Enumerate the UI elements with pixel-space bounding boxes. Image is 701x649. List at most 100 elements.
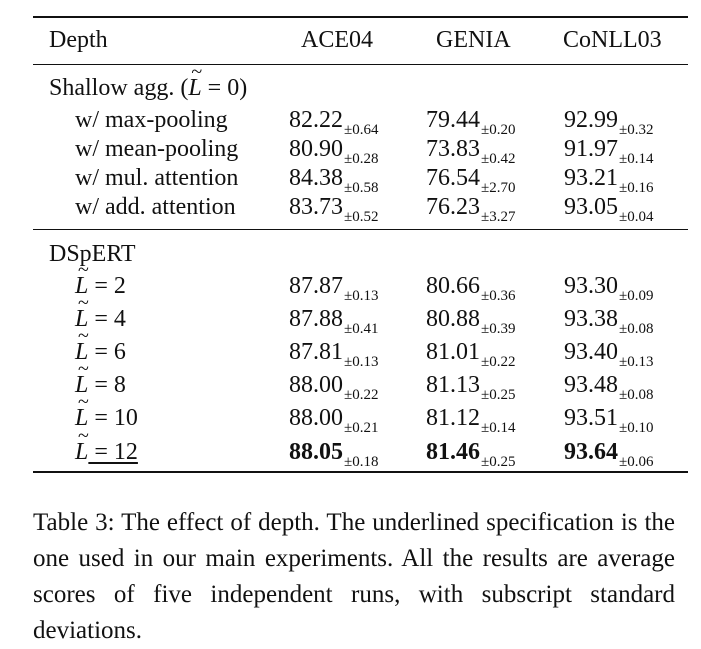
score-std: ±0.16	[619, 180, 654, 196]
row-label: w/ add. attention	[75, 194, 236, 220]
value-cell: 79.44±0.20	[426, 104, 515, 139]
group-title-shallow: Shallow agg. (L = 0)	[33, 56, 688, 104]
score-mean: 93.21	[564, 165, 618, 191]
value-cell: 93.64±0.06	[564, 436, 653, 471]
value-cell: 93.38±0.08	[564, 303, 653, 338]
score-std: ±0.14	[619, 151, 654, 167]
score-std: ±0.28	[344, 151, 379, 167]
score-std: ±0.36	[481, 288, 516, 304]
group-title-text: DSpERT	[49, 241, 136, 267]
table-row: w/ mean-pooling 80.90±0.28 73.83±0.42 91.97…	[33, 133, 688, 168]
score-std: ±0.06	[619, 454, 654, 470]
row-label-text: = 12	[88, 439, 138, 465]
value-cell: 87.81±0.13	[289, 336, 378, 371]
row-label: L = 12	[75, 420, 138, 468]
group-title-tail: = 0)	[201, 75, 248, 101]
score-std: ±0.08	[619, 387, 654, 403]
score-std: ±3.27	[481, 209, 516, 225]
score-mean: 88.00	[289, 372, 343, 398]
score-std: ±0.25	[481, 387, 516, 403]
table-row: w/ mul. attention 84.38±0.58 76.54±2.70 93.…	[33, 162, 688, 196]
score-mean: 81.01	[426, 339, 480, 365]
row-label: w/ mean-pooling	[75, 136, 239, 162]
score-mean: 93.38	[564, 306, 618, 332]
table-row: L = 10 88.00±0.21 81.12±0.14 93.51±0.10	[33, 386, 688, 437]
value-cell: 91.97±0.14	[564, 133, 653, 168]
score-std: ±0.32	[619, 122, 654, 138]
score-mean: 81.12	[426, 405, 480, 431]
col-header-genia: GENIA	[436, 27, 511, 53]
row-label-text: = 4	[88, 306, 126, 332]
value-cell: 73.83±0.42	[426, 133, 515, 168]
score-std: ±0.64	[344, 122, 379, 138]
score-mean: 79.44	[426, 107, 480, 133]
score-mean: 83.73	[289, 194, 343, 220]
score-std: ±0.18	[344, 454, 379, 470]
value-cell: 80.90±0.28	[289, 133, 378, 168]
group-title-text: Shallow agg. (	[49, 75, 189, 101]
col-header-conll03: CoNLL03	[563, 27, 662, 53]
score-mean: 87.81	[289, 339, 343, 365]
score-std: ±0.08	[619, 321, 654, 337]
table-row: w/ max-pooling 82.22±0.64 79.44±0.20 92.99±…	[33, 104, 688, 139]
table-caption: Table 3: The effect of depth. The underl…	[33, 509, 675, 644]
bottom-rule	[33, 471, 688, 473]
row-label: w/ mul. attention	[75, 165, 239, 191]
value-cell: 82.22±0.64	[289, 104, 378, 139]
value-cell: 92.99±0.32	[564, 104, 653, 139]
score-std: ±0.10	[619, 420, 654, 436]
l-tilde-symbol: L	[188, 56, 202, 104]
value-cell: 81.46±0.25	[426, 436, 515, 471]
l-tilde-symbol: L	[75, 420, 89, 468]
value-cell: 87.87±0.13	[289, 270, 378, 305]
score-mean: 76.54	[426, 165, 480, 191]
row-label-text: = 6	[88, 339, 126, 365]
value-cell: 81.13±0.25	[426, 369, 515, 404]
score-mean: 88.05	[289, 439, 343, 465]
col-header-depth: Depth	[49, 27, 108, 53]
score-mean: 81.46	[426, 439, 480, 465]
score-std: ±0.04	[619, 209, 654, 225]
score-std: ±0.41	[344, 321, 379, 337]
value-cell: 93.05±0.04	[564, 191, 653, 226]
score-mean: 93.48	[564, 372, 618, 398]
score-std: ±0.52	[344, 209, 379, 225]
score-mean: 91.97	[564, 136, 618, 162]
score-mean: 93.40	[564, 339, 618, 365]
score-mean: 93.05	[564, 194, 618, 220]
score-mean: 80.66	[426, 273, 480, 299]
score-mean: 73.83	[426, 136, 480, 162]
score-mean: 81.13	[426, 372, 480, 398]
score-mean: 76.23	[426, 194, 480, 220]
value-cell: 93.40±0.13	[564, 336, 653, 371]
score-mean: 80.90	[289, 136, 343, 162]
score-mean: 93.51	[564, 405, 618, 431]
score-std: ±0.13	[619, 354, 654, 370]
score-std: ±0.58	[344, 180, 379, 196]
table-row: L = 12 88.05±0.18 81.46±0.25 93.64±0.06	[33, 420, 688, 471]
score-std: ±0.20	[481, 122, 516, 138]
score-mean: 88.00	[289, 405, 343, 431]
score-mean: 92.99	[564, 107, 618, 133]
value-cell: 93.48±0.08	[564, 369, 653, 404]
row-label: L = 10	[75, 386, 138, 434]
value-cell: 83.73±0.52	[289, 191, 378, 226]
score-std: ±0.22	[481, 354, 516, 370]
score-std: ±0.42	[481, 151, 516, 167]
score-mean: 80.88	[426, 306, 480, 332]
value-cell: 76.23±3.27	[426, 191, 515, 226]
row-label-text: = 10	[88, 405, 138, 431]
score-mean: 93.64	[564, 439, 618, 465]
col-header-ace04: ACE04	[301, 27, 373, 53]
score-mean: 82.22	[289, 107, 343, 133]
score-std: ±0.13	[344, 354, 379, 370]
value-cell: 93.51±0.10	[564, 402, 653, 437]
score-std: ±0.09	[619, 288, 654, 304]
value-cell: 81.12±0.14	[426, 402, 515, 437]
score-std: ±0.13	[344, 288, 379, 304]
value-cell: 81.01±0.22	[426, 336, 515, 371]
row-label: L = 8	[75, 353, 126, 401]
score-mean: 87.87	[289, 273, 343, 299]
